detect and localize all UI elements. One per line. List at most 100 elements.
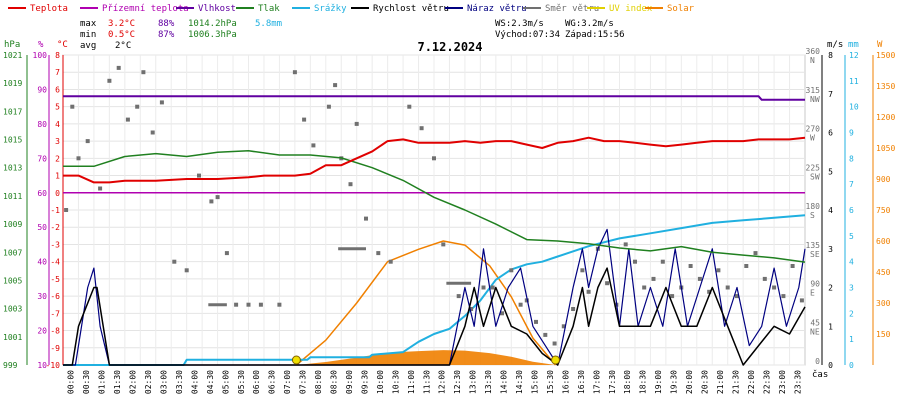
wind-dir-point [580,268,585,273]
humidity-tick: 50 [37,223,47,232]
wind-dir-tick: 45 [810,318,820,327]
x-tick-label: 00:30 [82,370,91,394]
rain-tick: 6 [849,206,854,215]
wind-dir-tick: 315 [806,86,821,95]
x-tick-label: 15:30 [546,370,555,394]
wind-dir-point [209,199,214,204]
wind-dir-point [159,100,164,105]
rain-tick: 5 [849,232,854,241]
rain-tick: 11 [849,77,859,86]
rain-tick: 7 [849,180,854,189]
wind-dir-point [376,251,381,256]
wind-dir-point [150,130,155,135]
x-tick-label: 05:00 [221,370,230,394]
x-tick-label: 09:30 [360,370,369,394]
temperature-tick: 6 [55,85,60,94]
wind-dir-tick: 360 [806,47,821,56]
wind-dir-point [441,242,446,247]
wind-dir-point [605,281,610,286]
wind-dir-point [326,104,331,109]
x-tick-label: 03:30 [175,370,184,394]
x-tick-label: 22:30 [762,370,771,394]
stat-max-hum: 88% [158,19,175,29]
wind-dir-point [500,311,504,316]
x-tick-label: 12:00 [438,370,447,394]
legend-label: Teplota [30,4,68,14]
pressure-tick: 1011 [3,192,22,201]
humidity-tick: 100 [33,51,48,60]
temperature-tick: -1 [50,206,60,215]
wind-speed-tick: 3 [828,245,833,254]
x-tick-label: 22:00 [747,370,756,394]
x-tick-label: 02:30 [144,370,153,394]
temperature-tick: 2 [55,154,60,163]
chart-title: 7.12.2024 [417,40,482,54]
temperature-tick: 7 [55,68,60,77]
temperature-tick: -2 [50,223,60,232]
wind-dir-point [197,173,201,178]
wind-dir-point [753,251,758,256]
unit-humidity: % [38,40,44,50]
unit-temperature: °C [57,40,68,50]
wind-dir-name: NW [810,95,820,104]
sun-marker [551,355,560,365]
unit-wind: m/s [827,40,843,50]
x-tick-label: 18:00 [623,370,632,394]
rain-tick: 12 [849,51,859,60]
wind-dir-point [744,264,749,268]
pressure-tick: 1019 [3,79,22,88]
wind-dir-tick: 135 [806,241,821,250]
wind-speed-tick: 2 [828,284,833,293]
x-tick-label: 04:30 [206,370,215,394]
rain-tick: 3 [849,284,854,293]
wind-dir-name: SE [810,250,820,259]
x-tick-label: 19:00 [654,370,663,394]
temperature-tick: -5 [50,275,60,284]
axes: 1021101910171015101310111009100710051003… [3,47,895,394]
legend-label: Rychlost větru [373,4,449,14]
wind-dir-point [707,289,712,294]
wind-dir-point [407,104,412,109]
wind-dir-point [311,143,316,148]
wind-dir-point [469,307,474,311]
x-tick-label: 18:30 [639,370,648,394]
solar-tick: 600 [876,237,891,246]
wind-dir-point [518,302,523,307]
temperature-tick: 0 [55,189,60,198]
stat-ws: WS:2.3m/s [495,19,544,29]
wind-dir-point [725,285,730,290]
stat-min-press: 1006.3hPa [188,30,237,40]
wind-dir-name: E [810,289,815,298]
wind-dir-point [107,78,112,83]
rain-tick: 0 [849,361,854,370]
humidity-tick: 60 [37,189,47,198]
plot-area [63,65,806,366]
x-tick-label: 11:00 [407,370,416,394]
wind-dir-point [781,294,786,299]
wind-dir-point [561,324,566,329]
solar-tick: 450 [876,268,891,277]
legend-label: Solar [667,4,695,14]
wind-dir-point [70,104,75,109]
x-tick-label: 08:00 [314,370,323,394]
wind-dir-point [246,302,251,307]
pressure-tick: 1009 [3,220,22,229]
rain-tick: 1 [849,335,854,344]
humidity-tick: 80 [37,120,47,129]
wind-dir-name: W [810,134,815,143]
legend-label: Srážky [314,4,347,14]
humidity-tick: 40 [37,258,47,267]
stat-wg: WG:3.2m/s [565,19,614,29]
rain-tick: 2 [849,309,854,318]
wind-dir-point [76,156,81,161]
wind-dir-point [125,117,130,122]
stat-avg-label: avg [80,41,96,51]
x-tick-label: 17:00 [592,370,601,394]
wind-dir-point [642,285,647,290]
solar-tick: 1350 [876,82,895,91]
wind-dir-point [116,65,121,70]
pressure-tick: 1013 [3,164,22,173]
solar-tick: 1200 [876,113,895,122]
wind-dir-point [184,268,189,273]
wind-dir-point [432,156,436,161]
